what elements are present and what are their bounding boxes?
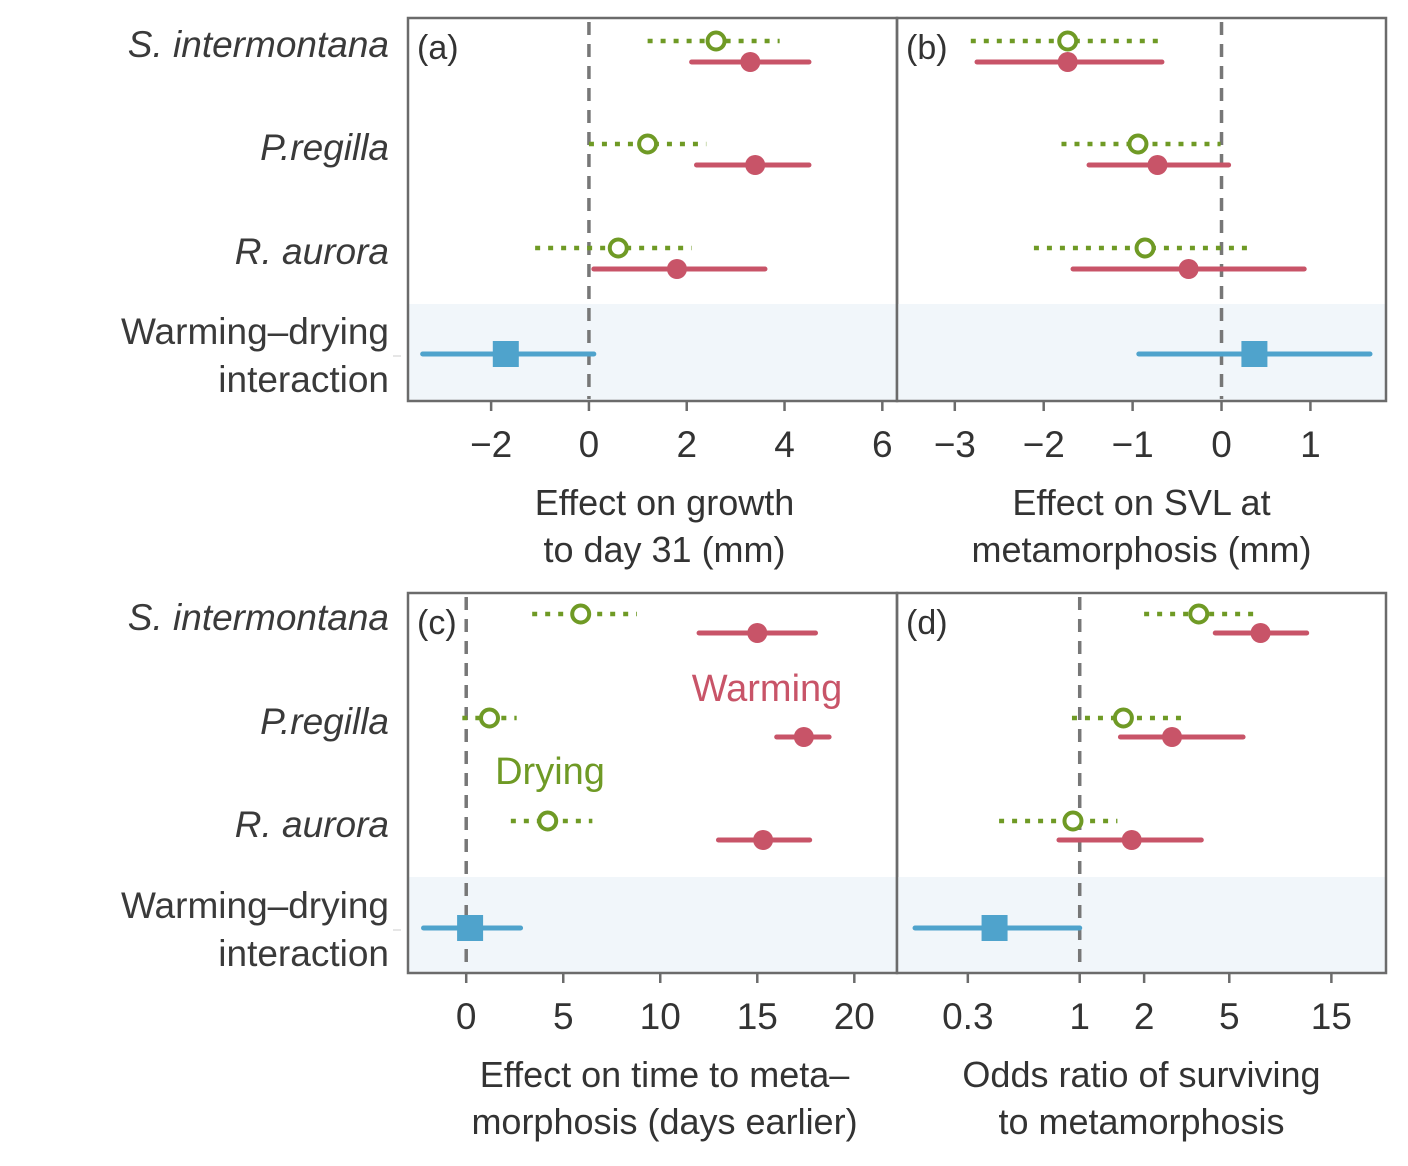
x-tick-label: 0 [579,424,600,465]
warming-point-2 [1147,155,1168,175]
warming-point-1 [1250,623,1271,643]
x-tick-label: 2 [1134,996,1155,1037]
drying-point-1 [1188,603,1210,625]
drying-annotation: Drying [495,751,605,793]
row-labels: S. intermontana P.regilla R. aurora Warming… [121,24,401,974]
warming-point-3 [753,830,774,850]
x-axis-label-line-1: Effect on growth [535,482,795,523]
drying-point-3 [607,237,629,259]
warming-point-2 [1162,727,1183,747]
panel-frame [895,16,1388,403]
panel-frame [895,591,1388,975]
interaction-label-line-1: Warming–drying [121,885,389,926]
panel-letter: (b) [906,29,948,67]
x-tick-label: −2 [1023,424,1065,465]
row-label-2: P.regilla [260,701,389,742]
x-tick-label: 2 [676,424,697,465]
row-label-3: R. aurora [235,804,389,845]
drying-point-1 [705,30,727,52]
panel-d: (d) 0.3 1 2 5 15 Odds ratio of surviving to met… [895,591,1388,1142]
x-axis-label-line-2: to metamorphosis [998,1101,1284,1142]
x-tick-label: 15 [1311,996,1352,1037]
warming-point-3 [1121,830,1142,850]
x-tick-label: −3 [934,424,976,465]
drying-point-2 [1127,133,1149,155]
drying-point-3 [1134,237,1156,259]
interaction-band [897,877,1386,973]
row-label-2: P.regilla [260,127,389,168]
warming-point-2 [793,727,814,747]
row-label-1: S. intermontana [128,24,389,65]
x-axis-label-line-2: to day 31 (mm) [543,529,785,570]
x-tick-label: 10 [640,996,681,1037]
x-axis-label-line-1: Effect on time to meta– [480,1054,850,1095]
panel-c: (c) 0 5 10 15 20 Effect on time to meta– morpho… [406,591,899,1142]
x-tick-label: 1 [1300,424,1321,465]
x-axis-label-line-1: Odds ratio of surviving [962,1054,1320,1095]
x-tick-label: 4 [774,424,795,465]
row-label-3: R. aurora [235,231,389,272]
x-tick-label: 0 [456,996,477,1037]
warming-point-1 [747,623,768,643]
panel-b: (b) −3 −2 −1 0 1 Effect on SVL at metamorphosis… [895,16,1388,570]
interaction-band [408,877,897,973]
panel-letter: (c) [417,604,457,642]
warming-point-3 [666,259,687,279]
interaction-point [981,915,1008,941]
row-label-1: S. intermontana [128,597,389,638]
interaction-label-line-1: Warming–drying [121,311,389,352]
x-tick-label: 6 [872,424,893,465]
drying-point-2 [637,133,659,155]
drying-point-3 [1062,810,1084,832]
panel-letter: (d) [906,604,948,642]
warming-point-3 [1178,259,1199,279]
x-tick-label: −1 [1112,424,1154,465]
drying-point-1 [570,603,592,625]
x-axis-label-line-2: metamorphosis (mm) [971,529,1311,570]
x-tick-label: 0 [1211,424,1232,465]
warming-point-1 [740,52,761,72]
interaction-point [492,341,519,367]
x-tick-label: 0.3 [942,996,993,1037]
interaction-label-line-2: interaction [218,933,389,974]
x-tick-label: −2 [470,424,512,465]
interaction-label-line-2: interaction [218,359,389,400]
warming-point-2 [745,155,766,175]
panel-a: (a) −2 0 2 4 6 Effect on growth to day 31 (mm) [406,16,899,570]
drying-point-1 [1057,30,1079,52]
x-axis-label-line-1: Effect on SVL at [1012,482,1270,523]
interaction-point [457,915,484,941]
drying-point-2 [1112,707,1134,729]
drying-point-2 [479,707,500,729]
x-tick-label: 20 [834,996,875,1037]
interaction-point [1241,341,1268,367]
warming-annotation: Warming [692,668,843,710]
panel-letter: (a) [417,29,459,67]
x-axis-label-line-2: morphosis (days earlier) [471,1101,857,1142]
x-tick-label: 1 [1069,996,1090,1037]
x-tick-label: 5 [1219,996,1240,1037]
warming-point-1 [1057,52,1078,72]
x-tick-label: 15 [737,996,778,1037]
drying-point-3 [537,810,559,832]
x-tick-label: 5 [553,996,574,1037]
